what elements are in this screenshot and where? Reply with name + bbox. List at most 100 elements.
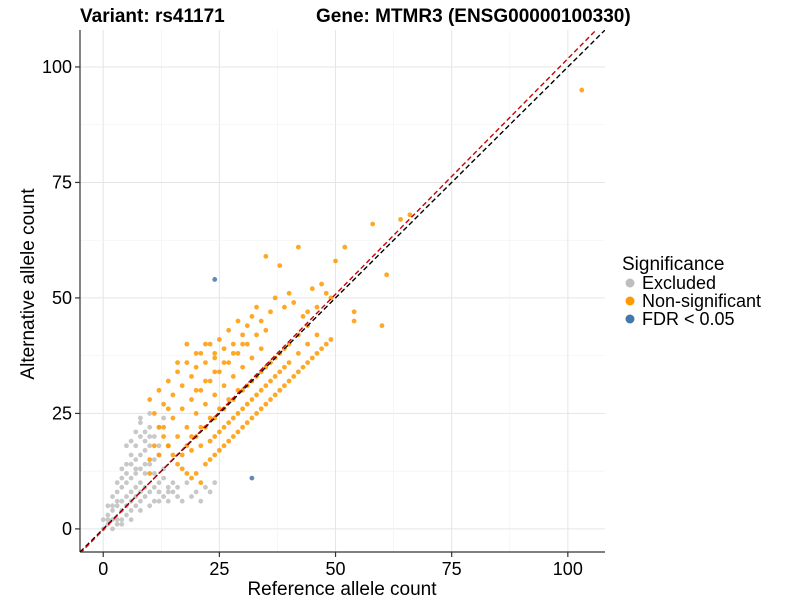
data-point (277, 369, 283, 375)
data-point (314, 304, 320, 310)
data-point (258, 387, 264, 393)
data-point (216, 369, 222, 375)
data-point (128, 438, 134, 444)
legend: Significance ExcludedNon-significantFDR … (622, 254, 761, 329)
data-point (272, 374, 278, 379)
data-point (268, 309, 273, 315)
data-point (165, 443, 171, 449)
y-tick-label: 25 (52, 403, 72, 423)
data-point (203, 360, 208, 365)
data-point (198, 424, 204, 430)
reference-line (80, 30, 598, 552)
data-point (165, 378, 171, 384)
data-point (170, 452, 176, 458)
data-point (282, 364, 287, 370)
data-point (384, 272, 390, 278)
data-point (258, 346, 264, 352)
data-point (142, 471, 148, 476)
data-point (207, 341, 213, 347)
data-point (240, 424, 246, 430)
data-point (193, 387, 199, 393)
data-point (179, 406, 185, 412)
data-point (124, 512, 129, 518)
x-tick-label: 25 (209, 559, 229, 579)
data-point (147, 424, 153, 430)
data-point (203, 401, 208, 407)
data-point (309, 286, 315, 292)
data-point (128, 489, 134, 495)
data-point (230, 415, 236, 421)
data-point (240, 332, 246, 338)
data-point (165, 406, 171, 412)
data-point (342, 244, 348, 250)
data-point (175, 434, 180, 439)
data-point (221, 346, 227, 352)
data-point (133, 466, 139, 472)
data-point (151, 457, 157, 463)
data-point (189, 434, 194, 439)
data-point (258, 406, 264, 412)
data-point (128, 475, 134, 481)
data-point (151, 411, 157, 416)
data-point (263, 401, 269, 407)
data-point (151, 471, 157, 476)
data-point (142, 429, 148, 435)
data-point (147, 457, 153, 463)
data-point (235, 350, 241, 356)
data-point (170, 392, 176, 398)
data-point (114, 517, 120, 523)
data-point (323, 341, 329, 347)
data-point (319, 281, 324, 287)
data-point (249, 314, 255, 319)
data-point (151, 498, 157, 504)
data-point (175, 484, 180, 490)
legend-title: Significance (622, 254, 724, 275)
data-point (156, 387, 162, 393)
data-point (212, 434, 218, 439)
data-point (351, 309, 357, 315)
data-point (161, 401, 167, 407)
data-point (133, 429, 139, 435)
data-point (277, 387, 283, 393)
data-point (189, 374, 194, 379)
data-point (147, 461, 153, 467)
data-point (193, 364, 199, 370)
data-point (226, 438, 232, 444)
x-tick-label: 0 (98, 559, 108, 579)
series-non-significant (147, 87, 585, 486)
data-point (119, 484, 125, 490)
data-point (105, 512, 111, 518)
data-point (156, 443, 162, 449)
data-point (240, 364, 246, 370)
data-point (138, 434, 143, 439)
data-point (198, 387, 204, 393)
data-point (161, 475, 167, 481)
data-point (138, 480, 143, 486)
data-point (156, 480, 162, 486)
data-point (212, 350, 218, 356)
data-point (295, 244, 301, 250)
data-point (110, 508, 115, 513)
data-point (579, 87, 585, 93)
data-point (179, 383, 185, 389)
data-point (133, 503, 139, 509)
data-point (203, 341, 208, 347)
data-point (124, 443, 129, 449)
data-point (300, 364, 306, 370)
data-point (370, 221, 376, 227)
data-point (244, 323, 250, 329)
data-point (184, 424, 190, 430)
data-point (175, 461, 180, 467)
data-point (147, 503, 153, 509)
data-point (254, 392, 259, 398)
data-point (119, 466, 125, 472)
data-point (124, 471, 129, 476)
data-point (291, 374, 297, 379)
data-point (207, 438, 213, 444)
data-point (221, 443, 227, 449)
legend-label: Excluded (642, 273, 716, 293)
data-point (142, 461, 148, 467)
data-point (138, 415, 143, 421)
data-point (119, 521, 125, 527)
